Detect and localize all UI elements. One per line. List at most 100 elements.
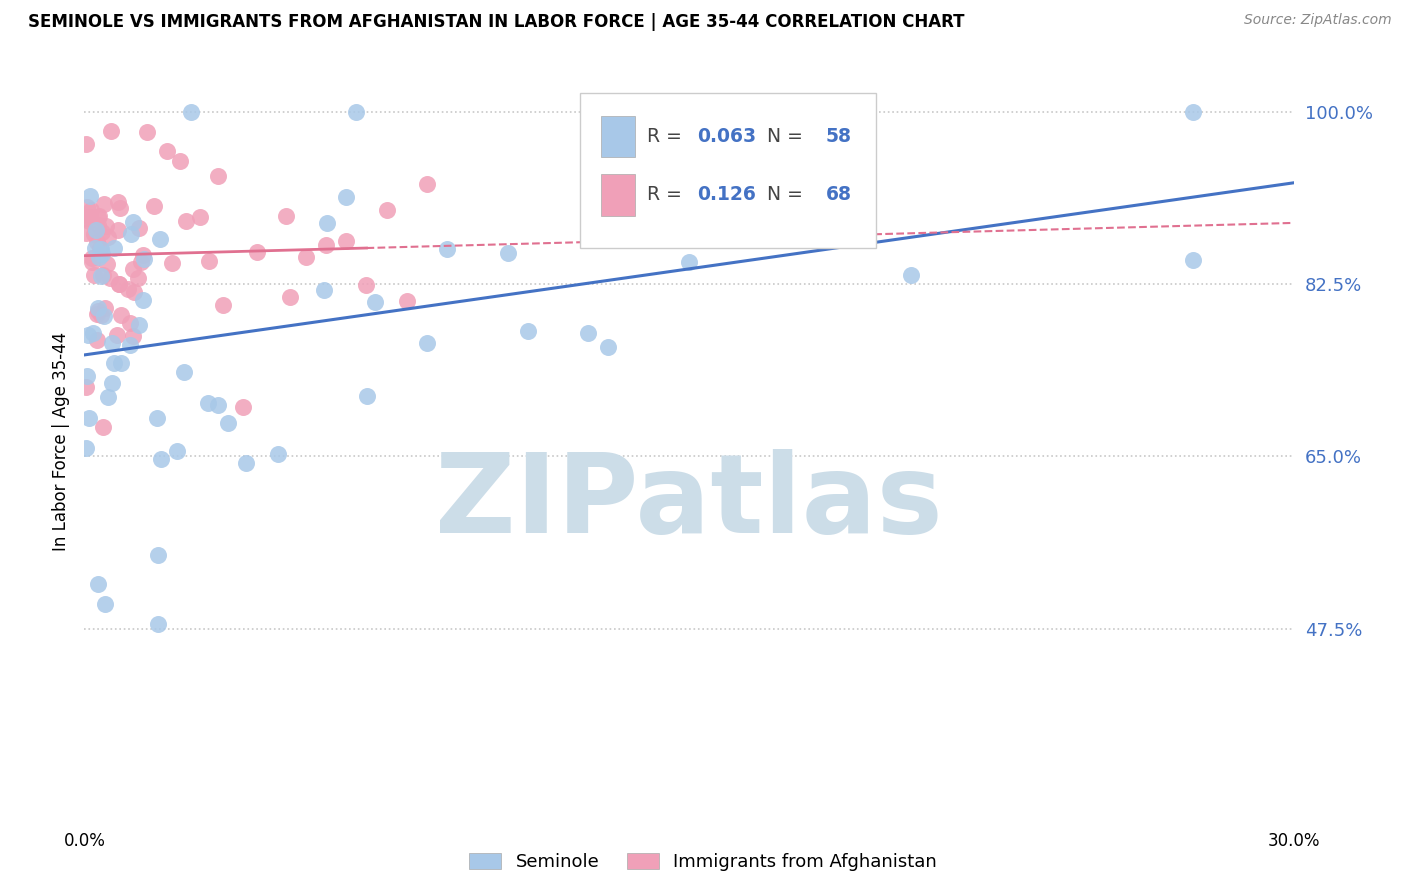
Point bbox=[375, 202, 398, 217]
Point bbox=[416, 336, 439, 351]
Bar bbox=[600, 115, 634, 157]
Point bbox=[82, 326, 104, 341]
Point bbox=[124, 285, 146, 299]
Point bbox=[118, 316, 141, 330]
Point bbox=[142, 199, 165, 213]
Point bbox=[77, 214, 100, 228]
Point bbox=[356, 278, 378, 293]
Point bbox=[87, 209, 110, 223]
Point bbox=[90, 242, 112, 256]
FancyBboxPatch shape bbox=[581, 93, 876, 248]
Text: N =: N = bbox=[755, 186, 810, 204]
Point bbox=[83, 268, 105, 282]
Point bbox=[120, 227, 142, 242]
Point bbox=[87, 210, 110, 224]
Point bbox=[79, 203, 101, 218]
Point bbox=[174, 214, 197, 228]
Point bbox=[127, 271, 149, 285]
Point bbox=[107, 195, 129, 210]
Point bbox=[90, 309, 112, 323]
Point bbox=[75, 441, 97, 455]
Point bbox=[93, 597, 115, 611]
Point bbox=[344, 104, 367, 119]
Text: 58: 58 bbox=[825, 127, 852, 146]
Point bbox=[246, 245, 269, 260]
Point bbox=[166, 443, 188, 458]
Point bbox=[77, 410, 100, 425]
Point bbox=[101, 376, 124, 390]
Point bbox=[169, 153, 191, 168]
Point bbox=[121, 329, 143, 343]
Point bbox=[758, 194, 780, 208]
Point bbox=[117, 282, 139, 296]
Point bbox=[83, 241, 105, 255]
Point bbox=[356, 389, 378, 403]
Point bbox=[93, 301, 115, 315]
Point bbox=[90, 269, 112, 284]
Point bbox=[188, 211, 211, 225]
Point bbox=[207, 169, 229, 183]
Point bbox=[77, 327, 100, 342]
Point bbox=[900, 268, 922, 283]
Point bbox=[436, 242, 458, 256]
Point bbox=[156, 144, 179, 158]
Point bbox=[76, 368, 98, 383]
Point bbox=[207, 398, 229, 412]
Point bbox=[89, 241, 111, 255]
Point bbox=[97, 230, 120, 244]
Point bbox=[416, 178, 439, 192]
Point bbox=[87, 577, 110, 591]
Point bbox=[131, 293, 153, 307]
Point bbox=[89, 250, 111, 264]
Text: N =: N = bbox=[755, 127, 810, 146]
Point bbox=[103, 241, 125, 255]
Text: Source: ZipAtlas.com: Source: ZipAtlas.com bbox=[1244, 13, 1392, 28]
Point bbox=[335, 190, 357, 204]
Point bbox=[598, 340, 620, 354]
Point bbox=[75, 211, 97, 225]
Point bbox=[335, 235, 357, 249]
Point bbox=[97, 390, 120, 404]
Point bbox=[395, 293, 418, 308]
Point bbox=[173, 365, 195, 379]
Point bbox=[315, 237, 337, 252]
Point bbox=[93, 309, 115, 323]
Point bbox=[110, 308, 132, 322]
Point bbox=[86, 223, 108, 237]
Point bbox=[91, 268, 114, 282]
Point bbox=[198, 253, 221, 268]
Point bbox=[516, 324, 538, 338]
Point bbox=[79, 188, 101, 202]
Point bbox=[108, 277, 131, 291]
Point bbox=[160, 256, 183, 270]
Point bbox=[576, 326, 599, 340]
Text: ZIPatlas: ZIPatlas bbox=[434, 449, 943, 556]
Point bbox=[79, 210, 101, 224]
Y-axis label: In Labor Force | Age 35-44: In Labor Force | Age 35-44 bbox=[52, 332, 70, 551]
Point bbox=[1181, 252, 1204, 267]
Bar bbox=[600, 174, 634, 216]
Point bbox=[86, 307, 108, 321]
Point bbox=[110, 356, 132, 370]
Point bbox=[145, 410, 167, 425]
Point bbox=[136, 124, 159, 138]
Point bbox=[148, 548, 170, 562]
Text: 0.126: 0.126 bbox=[697, 186, 756, 204]
Point bbox=[316, 216, 339, 230]
Point bbox=[87, 219, 110, 233]
Point bbox=[80, 254, 103, 268]
Point bbox=[100, 271, 122, 285]
Point bbox=[91, 419, 114, 434]
Point bbox=[75, 137, 97, 152]
Point bbox=[103, 355, 125, 369]
Point bbox=[87, 301, 110, 316]
Point bbox=[96, 219, 118, 234]
Point bbox=[90, 225, 112, 239]
Text: SEMINOLE VS IMMIGRANTS FROM AFGHANISTAN IN LABOR FORCE | AGE 35-44 CORRELATION C: SEMINOLE VS IMMIGRANTS FROM AFGHANISTAN … bbox=[28, 13, 965, 31]
Point bbox=[197, 396, 219, 410]
Point bbox=[295, 250, 318, 264]
Point bbox=[75, 226, 97, 240]
Point bbox=[100, 124, 122, 138]
Point bbox=[149, 452, 172, 467]
Point bbox=[678, 254, 700, 268]
